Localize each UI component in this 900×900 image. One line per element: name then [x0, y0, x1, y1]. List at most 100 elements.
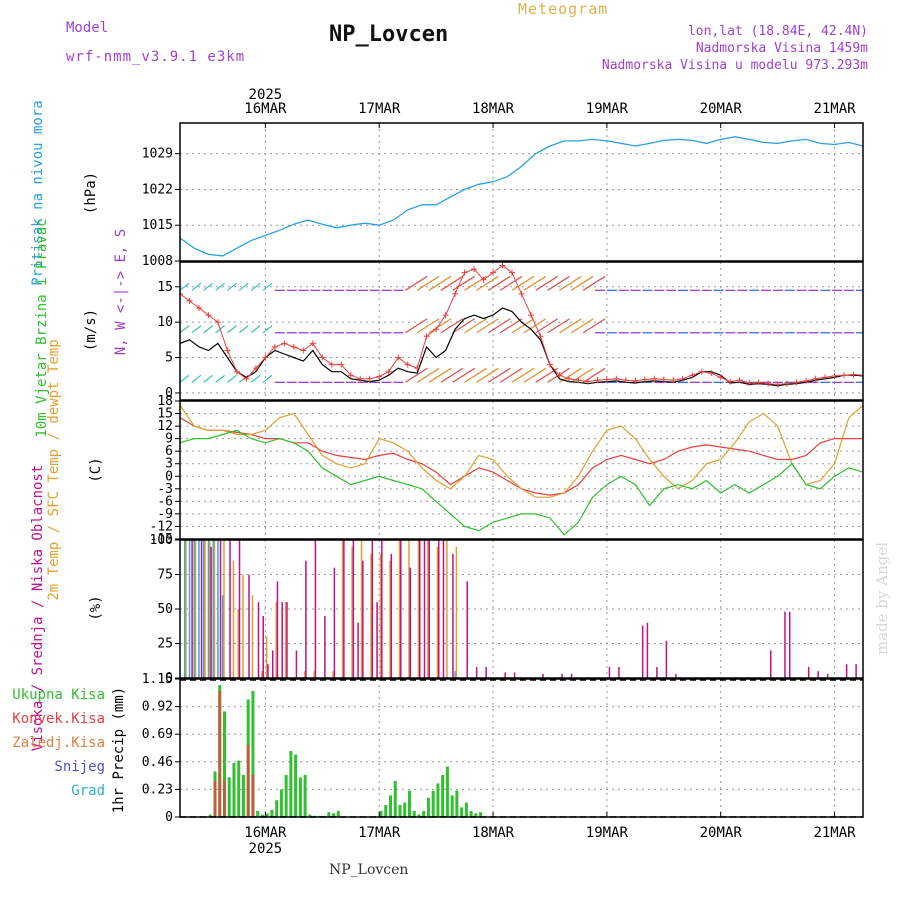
wind-gust-marker [461, 269, 468, 276]
wind-gust-marker [793, 379, 800, 386]
precip-bar [417, 814, 421, 817]
wind-gust-marker [698, 368, 705, 375]
wind-gust-marker [584, 378, 591, 385]
ytick-label-precip: 1.15 [142, 672, 173, 687]
wind-gust-marker [527, 312, 534, 319]
ytick-label-wind: 0 [165, 386, 173, 401]
wind-barb [499, 275, 523, 291]
wind-barb [238, 282, 249, 291]
precip-bar [332, 813, 336, 817]
wind-barb [535, 318, 559, 334]
precip-bar [251, 691, 255, 817]
wind-gust-marker [414, 365, 421, 372]
precip-bar [265, 813, 269, 817]
wind-gust-marker [442, 312, 449, 319]
wind-barb [440, 367, 464, 383]
wind-barb [416, 318, 440, 334]
wind-barb [487, 367, 511, 383]
precip-legend-4: Grad [71, 783, 105, 799]
wind-gust-marker [803, 377, 810, 384]
precip-bar [284, 775, 288, 817]
wind-barb [262, 374, 273, 383]
precip-bar [289, 751, 293, 817]
plot-area-temperature [180, 404, 863, 536]
ytick-label-precip: 0.23 [142, 782, 173, 797]
wind-gust-marker [366, 375, 373, 382]
ytick-label-temperature: 6 [165, 444, 173, 459]
wind-gust-marker [565, 375, 572, 382]
ytick-label-temperature: -15 [150, 532, 173, 547]
ytick-label-temperature: 15 [157, 407, 173, 422]
wind-gust-marker [471, 266, 478, 273]
cloud-title: Visoka / Srednja / Niska Oblacnost [30, 465, 46, 752]
wind-barb [428, 367, 452, 383]
wind-barb [464, 318, 487, 334]
wind-barb [250, 325, 261, 334]
precip-bar [227, 777, 231, 817]
wind-barb [547, 318, 570, 334]
precip-bar [474, 813, 478, 817]
wind-gust-marker [395, 354, 402, 361]
wind-unit: (m/s) [83, 309, 99, 351]
wind-barb [511, 275, 535, 291]
wind-gust-marker [831, 372, 838, 379]
product-label: Meteogram [518, 0, 609, 18]
model-name: wrf-nmm_v3.9.1 e3km [66, 49, 246, 65]
precip-legend-2: Zaledj.Kisa [12, 735, 105, 751]
wind-barb [452, 367, 476, 383]
xtick-top-label: 20MAR [700, 101, 743, 117]
wind-gust-marker [632, 377, 639, 384]
precip-bar [294, 754, 298, 817]
precip-bar [246, 745, 250, 817]
wind-gust-marker [727, 378, 734, 385]
precip-bar [412, 811, 416, 817]
wind-gust-marker [689, 372, 696, 379]
wind-barb [582, 367, 606, 383]
ytick-label-pressure: 1015 [142, 218, 173, 233]
wind-barb [428, 275, 452, 291]
xtick-top-label: 21MAR [813, 101, 856, 117]
wind-barb [487, 275, 511, 291]
ytick-label-precip: 0.69 [142, 727, 173, 742]
ytick-label-temperature: 0 [165, 469, 173, 484]
wind-gust-marker [746, 380, 753, 387]
cloud-unit: (%) [88, 595, 104, 620]
ytick-label-temperature: -6 [157, 494, 173, 509]
xtick-bottom-label: 18MAR [472, 825, 515, 841]
precip-bar [407, 790, 411, 817]
wind-gust-marker [499, 262, 506, 269]
wind-barb [215, 374, 225, 383]
precip-bar [208, 814, 212, 817]
plot-area-pressure [180, 136, 863, 257]
wind-gust-marker [319, 354, 326, 361]
wind-barb [499, 367, 523, 383]
wind-gust-marker [509, 269, 516, 276]
wind-barb [203, 282, 214, 291]
frame-wind [179, 261, 864, 401]
precip-bar [388, 795, 392, 817]
wind-gust-marker [233, 368, 240, 375]
temp-line-0 [180, 417, 863, 496]
wind-barb [416, 275, 440, 291]
frame-temperature [179, 400, 864, 540]
wind-barb [191, 282, 202, 291]
model-altitude-label: Nadmorska Visina u modelu 973.293m [601, 58, 868, 73]
precip-bar [431, 790, 435, 817]
precip-bar [222, 781, 226, 817]
wind-barb [476, 318, 499, 334]
wind-barb [535, 275, 559, 291]
temp-line-2 [180, 429, 863, 536]
ytick-label-clouds: 25 [157, 637, 173, 652]
wind-barb [570, 275, 594, 291]
wind-gust-marker [613, 375, 620, 382]
wind-barb [440, 275, 464, 291]
precip-legend-0: Ukupna Kisa [12, 687, 105, 703]
wind-gust-marker [822, 374, 829, 381]
ytick-label-wind: 10 [157, 315, 173, 330]
pressure-line [180, 136, 863, 257]
plot-area-clouds [183, 540, 857, 678]
wind-barb [250, 282, 261, 291]
wind-gust-marker [755, 379, 762, 386]
xtick-top-label: 18MAR [472, 101, 515, 117]
wind-gust-marker [281, 340, 288, 347]
